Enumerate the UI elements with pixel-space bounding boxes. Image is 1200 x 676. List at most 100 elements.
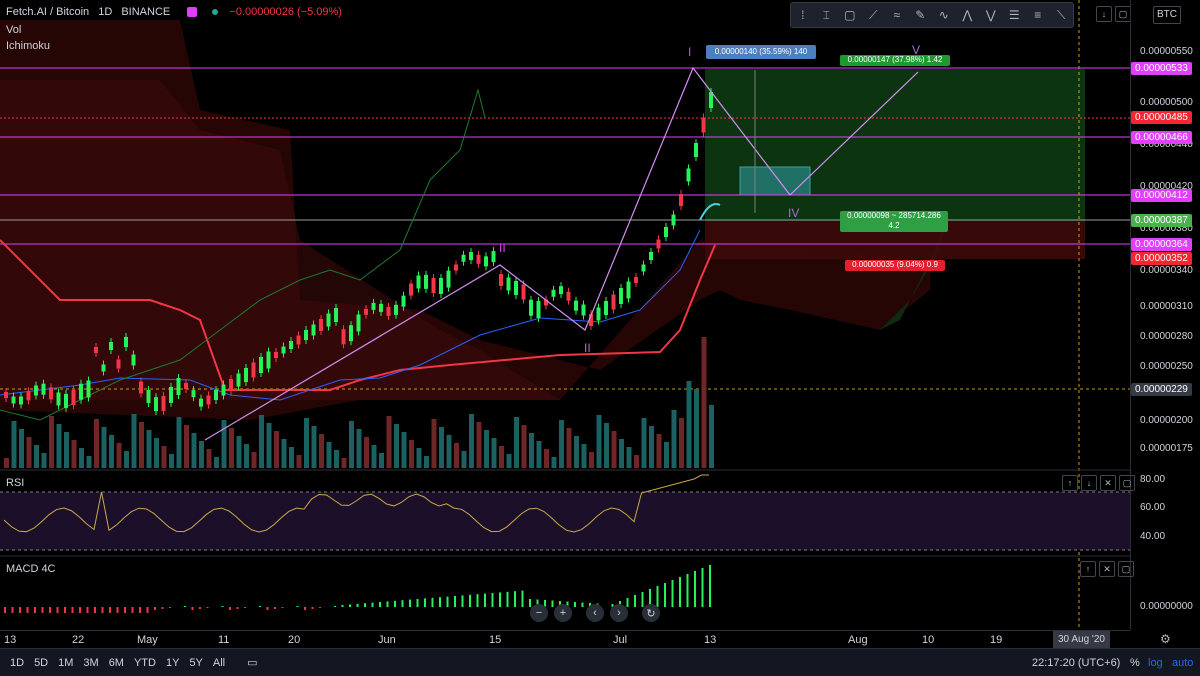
chart-controls: ↓ ▢ (1096, 6, 1131, 22)
log-toggle[interactable]: log (1148, 656, 1163, 669)
candle-body (514, 281, 518, 295)
price-tag: 0.00000364 (1131, 238, 1192, 251)
volume-bar (394, 424, 399, 468)
timeframe-button[interactable]: All (212, 656, 226, 669)
macd-bar (649, 589, 651, 607)
date-range-icon[interactable]: ▭ (247, 657, 258, 669)
fib-tool-icon[interactable]: ☰ (1008, 8, 1020, 22)
auto-toggle[interactable]: auto (1172, 656, 1194, 669)
date-label: May (137, 634, 158, 646)
date-label: 10 (922, 634, 935, 646)
volume-bar (281, 439, 287, 468)
macd-bar (439, 597, 441, 607)
rsi-line (3, 474, 709, 533)
volume-bar (521, 425, 527, 468)
candle-body (671, 214, 676, 226)
macd-bar (259, 606, 261, 607)
move-down-icon[interactable]: ↓ (1081, 475, 1097, 491)
chart-area[interactable] (0, 0, 1130, 630)
rsi-label[interactable]: RSI (6, 477, 25, 489)
timeframe-button[interactable]: 1Y (165, 656, 180, 669)
timeframe-button[interactable]: YTD (133, 656, 156, 669)
scroll-left-icon[interactable]: ‹ (586, 604, 604, 622)
close-icon[interactable]: ✕ (1100, 475, 1116, 491)
interval-label[interactable]: 1D (98, 6, 113, 18)
close-icon[interactable]: ✕ (1099, 561, 1115, 577)
elliott-wave-tool-icon[interactable]: ∿ (938, 8, 949, 22)
volume-bar (109, 435, 114, 468)
time-axis[interactable]: 13 22 May 11 20 Jun 15 Jul 13 Aug 10 19 30 Aug '20 … (0, 630, 1171, 649)
timeframe-button[interactable]: 1D (10, 656, 25, 669)
color-swatch-icon[interactable] (187, 7, 198, 18)
macd-bar (364, 603, 366, 607)
candle-body (19, 396, 23, 405)
price-tick: 0.00000280 (1140, 331, 1193, 342)
timeframe-button[interactable]: 6M (108, 656, 124, 669)
pattern-tool-icon[interactable]: ⋁ (985, 8, 996, 22)
volume-bar (334, 450, 339, 468)
macd-bar (334, 606, 336, 607)
vol-legend[interactable]: Vol (6, 24, 22, 36)
drag-handle-icon[interactable]: ⁞ (801, 8, 805, 22)
candle-body (679, 194, 683, 206)
maximize-icon[interactable]: ▢ (1118, 561, 1134, 577)
symbol-legend: Fetch.AI / Bitcoin 1D BINANCE −0.0000002… (6, 6, 342, 18)
target-label: 0.00000147 (37.98%) 1.42 (840, 55, 950, 66)
settings-gear-icon[interactable]: ⚙ (1160, 632, 1171, 646)
scroll-right-icon[interactable]: › (610, 604, 628, 622)
brush-tool-icon[interactable]: ≈ (893, 8, 901, 22)
volume-bar (611, 431, 617, 468)
timeframe-button[interactable]: 5Y (189, 656, 203, 669)
move-up-icon[interactable]: ↑ (1080, 561, 1096, 577)
timeframe-button[interactable]: 3M (83, 656, 99, 669)
candle-body (191, 390, 196, 398)
clock[interactable]: 22:17:20 (UTC+6) (1032, 656, 1121, 669)
candle-body (656, 239, 661, 249)
volume-bar (491, 438, 497, 468)
timeframe-button[interactable]: 5D (34, 656, 49, 669)
price-tag: 0.00000485 (1131, 111, 1192, 124)
macd-bar (49, 607, 51, 613)
macd-bar (56, 607, 59, 613)
abc-wave-tool-icon[interactable]: ⋀ (962, 8, 973, 22)
candle-body (394, 304, 398, 315)
maximize-icon[interactable]: ▢ (1115, 6, 1131, 22)
date-label: 15 (489, 634, 502, 646)
volume-bar (266, 423, 272, 468)
macd-bar (461, 595, 464, 607)
rsi-pane-controls: ↑ ↓ ✕ ▢ (1062, 475, 1135, 491)
maximize-icon[interactable]: ▢ (1119, 475, 1135, 491)
ichimoku-legend[interactable]: Ichimoku (6, 40, 51, 52)
macd-label[interactable]: MACD 4C (6, 563, 56, 575)
price-axis[interactable]: BTC (1130, 0, 1200, 630)
reset-icon[interactable]: ↻ (642, 604, 660, 622)
text-tool-icon[interactable]: ⌶ (822, 7, 830, 22)
currency-button[interactable]: BTC (1153, 6, 1181, 24)
arrow-down-icon[interactable]: ↓ (1096, 6, 1112, 22)
zoom-in-icon[interactable]: + (554, 604, 572, 622)
channel-tool-icon[interactable]: ≡ (1034, 8, 1042, 22)
price-tag: 0.00000352 (1131, 252, 1192, 265)
volume-bar (116, 443, 122, 468)
candle-body (446, 270, 451, 288)
volume-bar (446, 435, 452, 468)
move-up-icon[interactable]: ↑ (1062, 475, 1078, 491)
rsi-tick: 40.00 (1140, 531, 1166, 542)
percent-toggle[interactable]: % (1130, 656, 1140, 669)
price-tick: 0.00000500 (1140, 97, 1193, 108)
macd-bar (109, 607, 111, 613)
symbol-name[interactable]: Fetch.AI / Bitcoin (6, 6, 90, 18)
ichimoku-cloud-red-inner (0, 80, 560, 400)
pen-tool-icon[interactable]: ✎ (915, 8, 926, 22)
elliott-wave (204, 66, 919, 441)
measure-tool-icon[interactable]: ⟍ (1057, 7, 1066, 22)
trendline-tool-icon[interactable]: ⟋ (869, 7, 878, 22)
volume-bar (101, 427, 107, 468)
timeframe-button[interactable]: 1M (58, 656, 74, 669)
rectangle-tool-icon[interactable]: ▢ (844, 8, 856, 22)
chart-canvas[interactable] (0, 0, 1130, 630)
wave-label-i: II (499, 241, 506, 255)
zoom-out-icon[interactable]: − (530, 604, 548, 622)
candle-body (109, 342, 113, 350)
candle-body (499, 274, 503, 286)
